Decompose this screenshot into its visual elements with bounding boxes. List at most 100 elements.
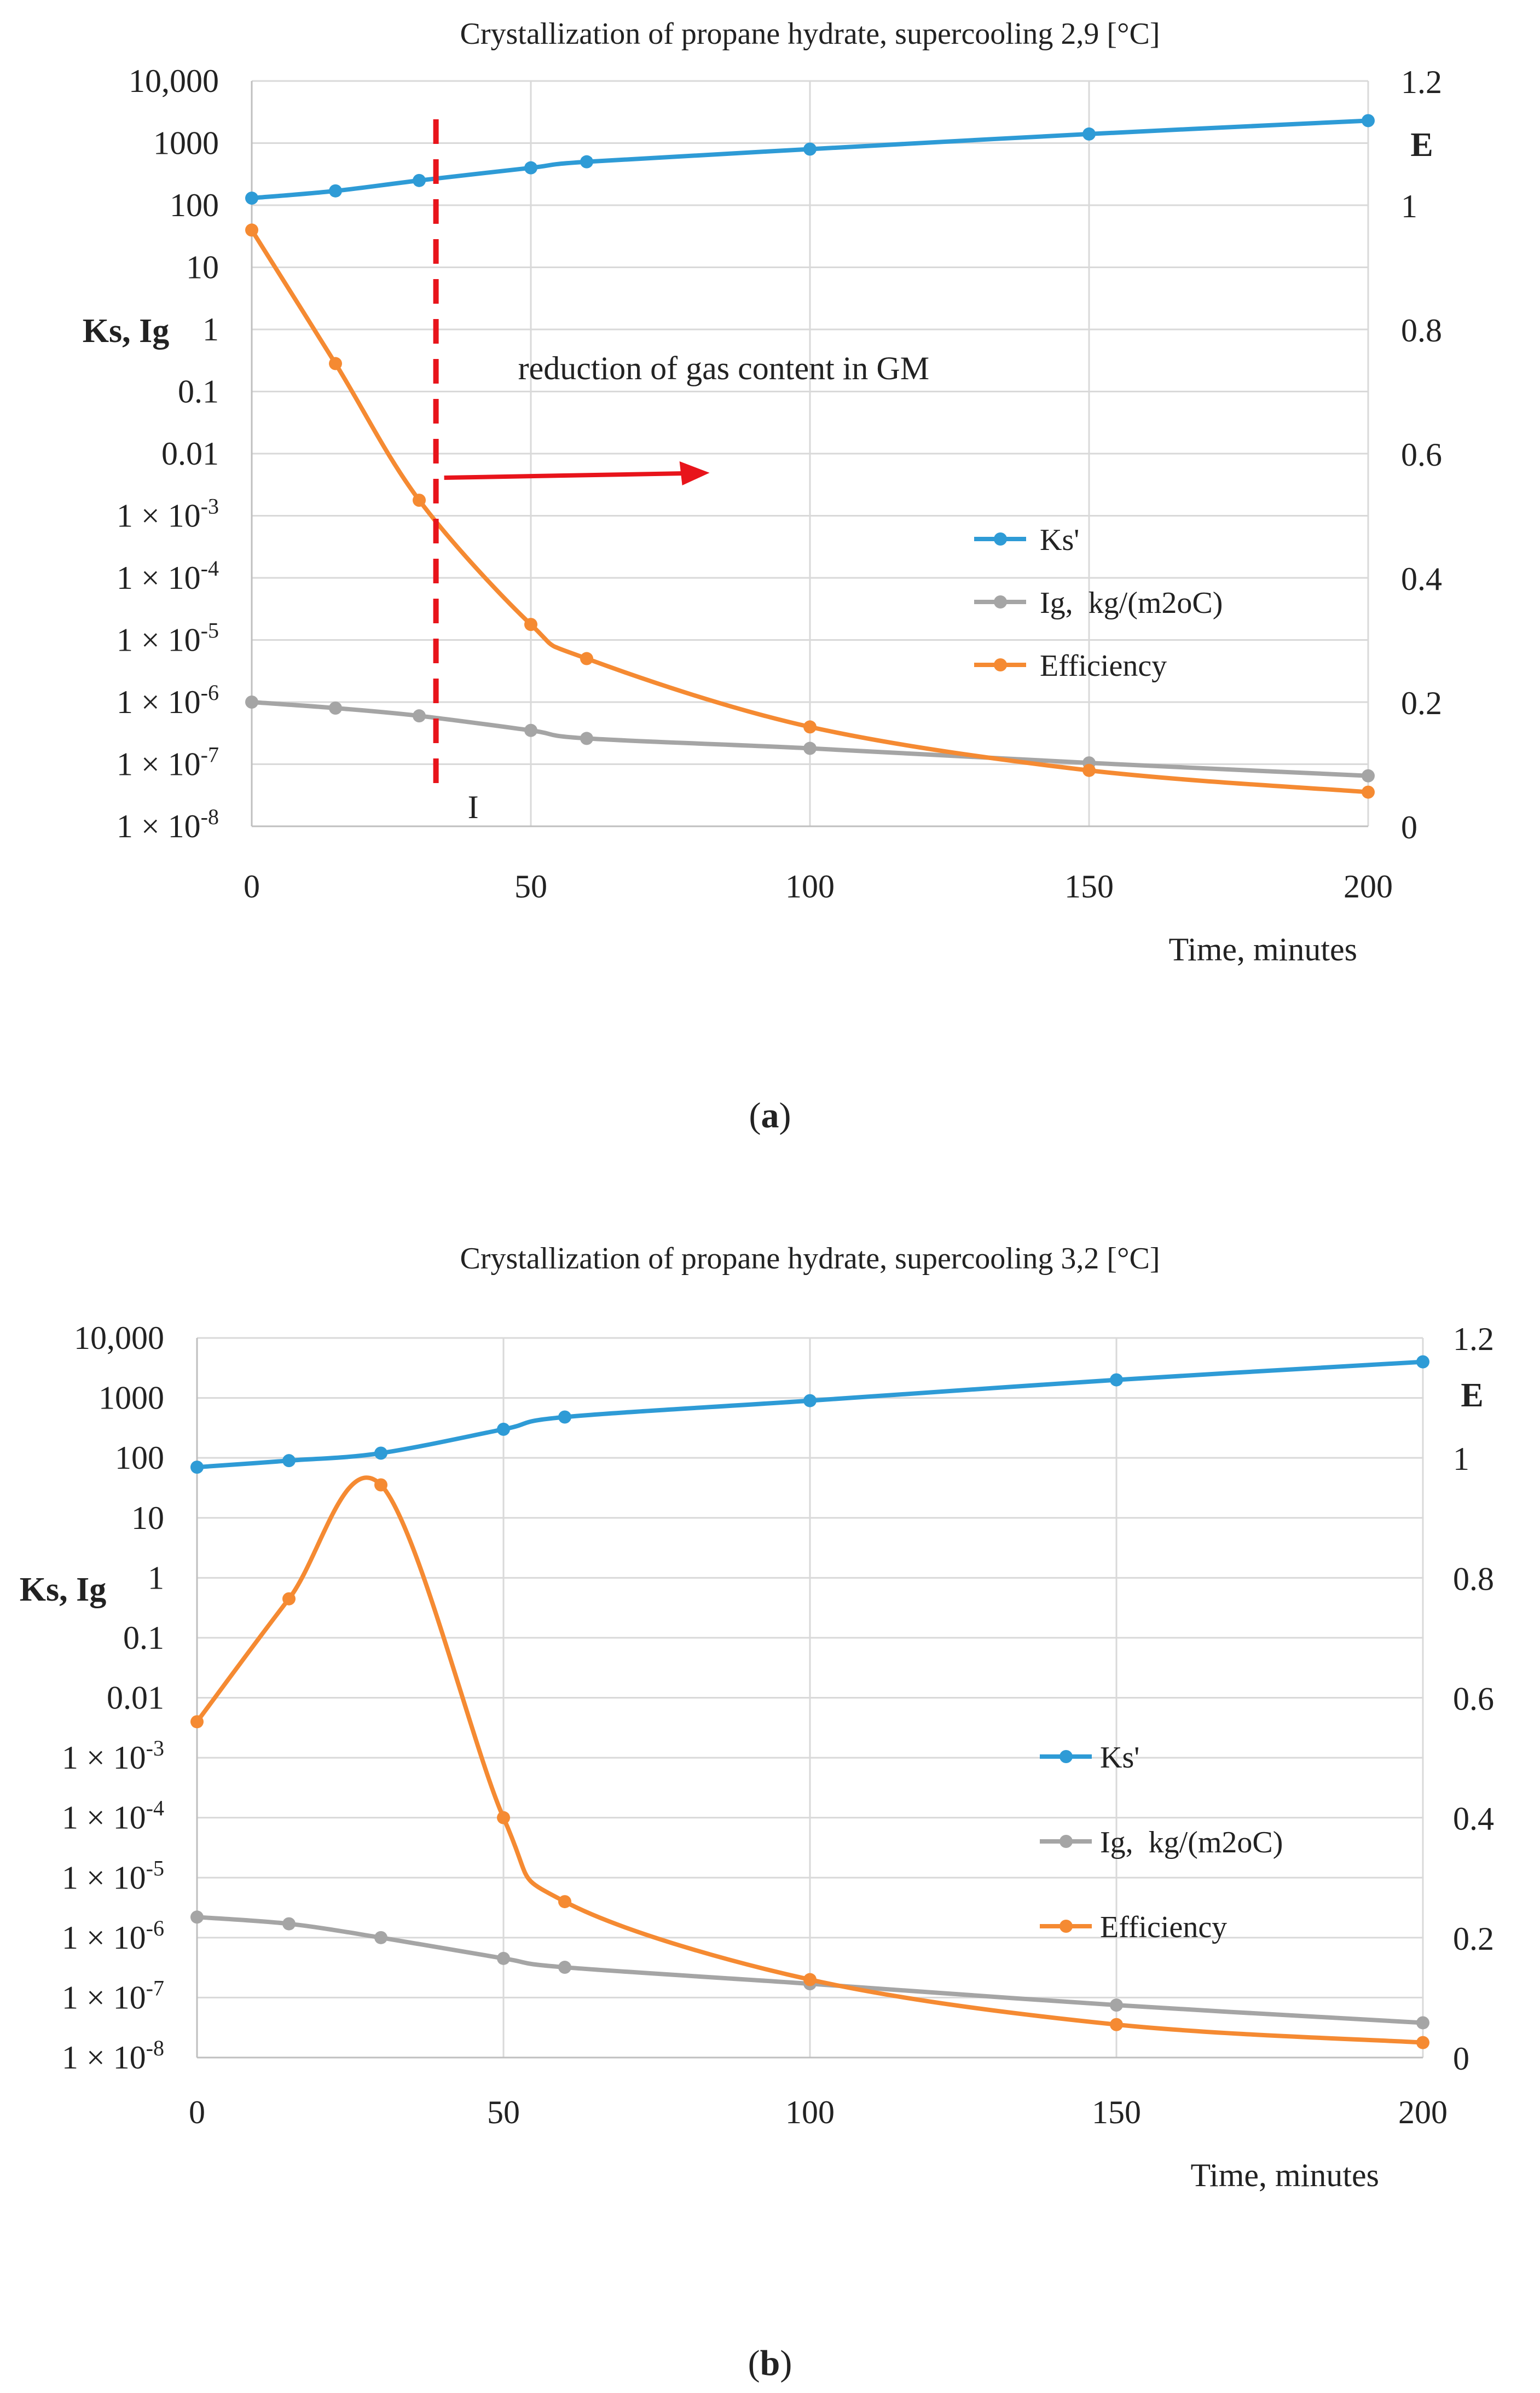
panel-caption: (b) [748, 2343, 792, 2383]
annotation-text: reduction of gas content in GM [518, 350, 930, 386]
data-point [1416, 1355, 1429, 1369]
data-point [282, 1454, 296, 1468]
annotation-arrow-shaft [444, 471, 685, 480]
x-tick-label: 200 [1398, 2094, 1448, 2130]
data-point [803, 142, 817, 156]
y-left-tick-label: 1 × 10-3 [117, 494, 219, 534]
y-axis-left-label: Ks, Ig [83, 312, 169, 350]
y-right-tick-label: 0.2 [1401, 685, 1442, 721]
y-left-tick-label: 1 × 10-5 [62, 1856, 164, 1896]
y-right-tick-label: 0.8 [1453, 1561, 1494, 1597]
data-point [329, 701, 342, 715]
x-axis-label: Time, minutes [1168, 931, 1357, 967]
x-tick-label: 150 [1064, 868, 1114, 905]
data-point [580, 155, 593, 169]
panel-caption: (a) [749, 1096, 791, 1135]
data-point [190, 1461, 204, 1474]
data-point [413, 494, 426, 507]
y-axis-right-label: E [1410, 126, 1433, 164]
data-point [190, 1715, 204, 1729]
data-point [1416, 2036, 1429, 2049]
data-point [1416, 2016, 1429, 2030]
data-point [497, 1951, 510, 1965]
y-left-tick-label: 10,000 [74, 1320, 164, 1356]
threshold-label: I [468, 789, 479, 825]
x-tick-label: 100 [785, 868, 835, 905]
data-point [1082, 127, 1096, 141]
data-point [1110, 2018, 1123, 2031]
x-tick-label: 150 [1092, 2094, 1141, 2130]
data-point [558, 1961, 571, 1974]
x-tick-label: 0 [244, 868, 260, 905]
data-point [803, 1973, 817, 1986]
y-right-tick-label: 0.6 [1453, 1681, 1494, 1717]
y-right-tick-label: 1.2 [1453, 1321, 1494, 1357]
series-line-1 [251, 700, 1369, 778]
data-point [803, 741, 817, 755]
x-tick-label: 0 [189, 2094, 205, 2130]
data-point [1110, 1373, 1123, 1387]
x-tick-label: 50 [487, 2094, 520, 2130]
series-line-0 [251, 118, 1369, 201]
data-point [190, 1910, 204, 1924]
data-point [1362, 769, 1375, 783]
y-left-tick-label: 1 × 10-6 [62, 1916, 164, 1956]
data-point [803, 720, 817, 734]
y-left-tick-label: 1 × 10-8 [62, 2036, 164, 2076]
y-left-tick-label: 0.01 [107, 1680, 164, 1716]
legend-swatch-marker [1060, 1920, 1073, 1933]
x-axis-label: Time, minutes [1190, 2157, 1379, 2193]
series-line-1 [196, 1915, 1423, 2025]
data-point [1362, 114, 1375, 128]
y-left-tick-label: 1 × 10-4 [62, 1796, 164, 1836]
data-point [803, 1394, 817, 1407]
y-right-tick-label: 0.6 [1401, 437, 1442, 473]
y-right-tick-label: 1 [1453, 1441, 1469, 1477]
data-point [374, 1446, 387, 1460]
y-left-tick-label: 1000 [99, 1380, 164, 1416]
legend-swatch-marker [1060, 1835, 1073, 1848]
series-line-0 [196, 1359, 1423, 1470]
chart-title: Crystallization of propane hydrate, supe… [460, 1242, 1160, 1276]
y-right-tick-label: 0 [1453, 2041, 1469, 2077]
y-left-tick-label: 1 × 10-6 [117, 680, 219, 720]
data-point [374, 1931, 387, 1944]
data-point [1110, 1998, 1123, 2012]
data-point [580, 652, 593, 665]
y-right-tick-label: 1 [1401, 188, 1417, 224]
data-point [282, 1917, 296, 1931]
data-point [245, 192, 258, 205]
y-right-tick-label: 0.8 [1401, 312, 1442, 349]
data-point [329, 184, 342, 198]
y-left-tick-label: 0.1 [178, 374, 219, 410]
y-left-tick-label: 1 × 10-7 [62, 1975, 164, 2015]
data-point [245, 696, 258, 709]
legend-swatch-marker [1060, 1750, 1073, 1763]
x-tick-label: 50 [514, 868, 547, 905]
y-right-tick-label: 1.2 [1401, 64, 1442, 100]
data-point [374, 1478, 387, 1492]
legend-entry: Ks' [1100, 1741, 1139, 1775]
y-left-tick-label: 1 × 10-4 [117, 556, 219, 596]
data-point [524, 618, 537, 631]
y-left-tick-label: 10,000 [129, 63, 219, 99]
y-axis-right-label: E [1461, 1377, 1483, 1414]
legend-entry: Ks' [1040, 523, 1079, 557]
data-point [524, 723, 537, 737]
y-right-tick-label: 0.4 [1453, 1801, 1494, 1837]
x-tick-label: 200 [1344, 868, 1393, 905]
y-left-tick-label: 10 [186, 250, 219, 286]
y-right-tick-label: 0 [1401, 809, 1417, 845]
y-left-tick-label: 0.01 [161, 436, 219, 472]
legend-entry: Ig, kg/(m2oC) [1040, 586, 1223, 620]
legend-entry: Efficiency [1100, 1910, 1227, 1944]
y-left-tick-label: 1 × 10-7 [117, 743, 219, 783]
y-right-tick-label: 0.4 [1401, 561, 1442, 597]
data-point [558, 1895, 571, 1909]
data-point [580, 732, 593, 745]
y-left-tick-label: 1 × 10-5 [117, 618, 219, 658]
y-left-tick-label: 10 [131, 1500, 164, 1536]
y-left-tick-label: 100 [170, 187, 219, 223]
data-point [413, 709, 426, 723]
